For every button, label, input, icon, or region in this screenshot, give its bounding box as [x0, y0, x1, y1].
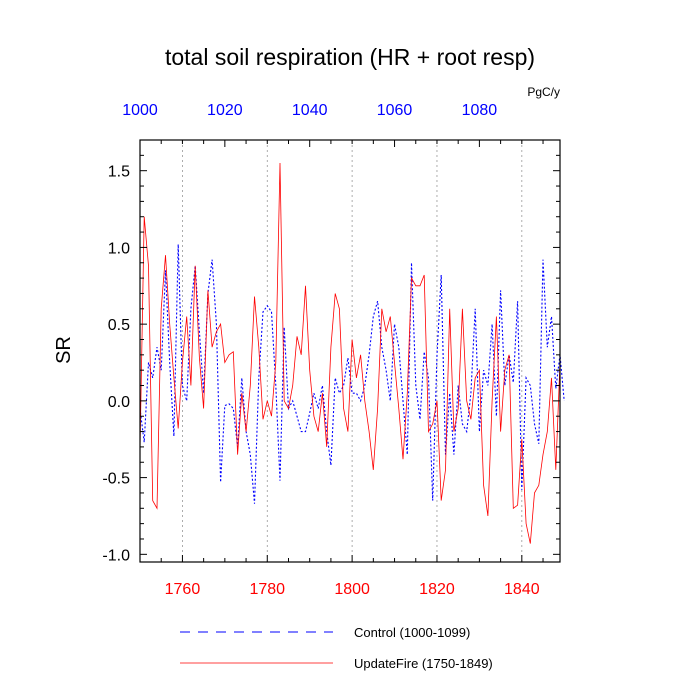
- units-label: PgC/y: [527, 85, 560, 99]
- x-bottom-tick-label-4: 1840: [504, 581, 540, 598]
- series-layer: [139, 162, 565, 544]
- y-tick-label-3: 0.5: [108, 317, 130, 334]
- y-tick-label-2: 0.0: [108, 394, 130, 411]
- legend-label-0: Control (1000-1099): [354, 625, 470, 640]
- y-axis-label: SR: [53, 336, 75, 364]
- vertical-gridlines: [182, 140, 523, 562]
- left-axis-ticks: -1.0 -0.5 0.0 0.5 1.0 1.5: [102, 154, 560, 564]
- x-bottom-tick-label-3: 1820: [419, 581, 455, 598]
- bottom-axis-ticks: 1760 1780 1800 1820 1840: [139, 555, 544, 598]
- y-tick-label-1: -0.5: [102, 471, 130, 488]
- top-axis-ticks: 1000 1020 1040 1060 1080: [122, 102, 544, 147]
- x-top-tick-label-0: 1000: [122, 102, 158, 119]
- x-top-tick-label-1: 1020: [207, 102, 243, 119]
- series-line-1: [139, 162, 561, 544]
- y-tick-label-5: 1.5: [108, 164, 130, 181]
- x-top-tick-label-3: 1060: [377, 102, 413, 119]
- series-line-0: [139, 244, 565, 504]
- y-tick-label-0: -1.0: [102, 547, 130, 564]
- x-bottom-tick-label-0: 1760: [165, 581, 201, 598]
- legend-label-1: UpdateFire (1750-1849): [354, 656, 493, 671]
- x-top-tick-label-4: 1080: [462, 102, 498, 119]
- legend: Control (1000-1099) UpdateFire (1750-1849…: [180, 625, 493, 671]
- y-tick-label-4: 1.0: [108, 240, 130, 257]
- plot-frame: [139, 139, 561, 563]
- x-bottom-tick-label-2: 1800: [334, 581, 370, 598]
- x-top-tick-label-2: 1040: [292, 102, 328, 119]
- x-bottom-tick-label-1: 1780: [249, 581, 285, 598]
- chart-title: total soil respiration (HR + root resp): [165, 44, 535, 70]
- axes: [139, 139, 561, 563]
